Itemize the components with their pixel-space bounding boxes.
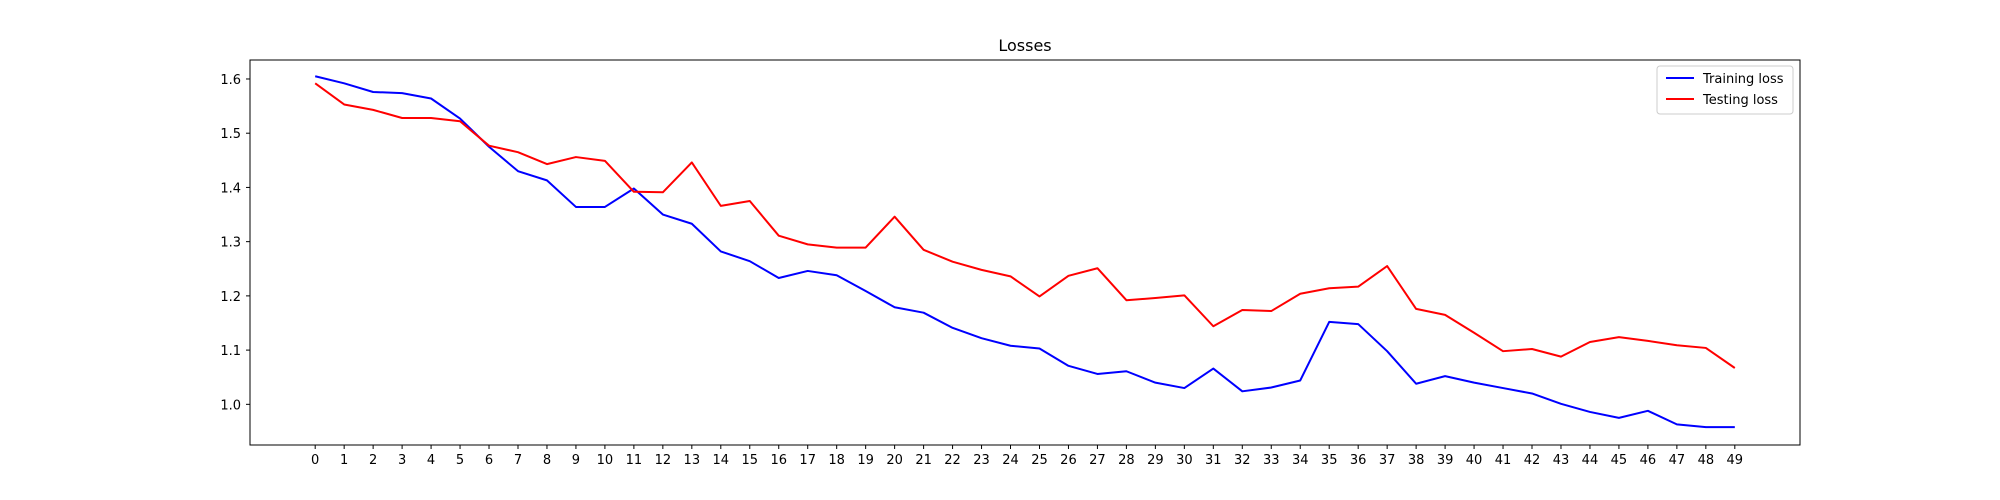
x-tick-label: 3 <box>398 453 406 468</box>
x-tick-label: 37 <box>1379 453 1396 468</box>
x-tick-label: 16 <box>770 453 787 468</box>
x-tick-label: 25 <box>1031 453 1048 468</box>
x-tick-label: 39 <box>1437 453 1454 468</box>
y-tick-label: 1.4 <box>220 181 241 196</box>
x-tick-label: 4 <box>427 453 435 468</box>
x-tick-label: 6 <box>485 453 493 468</box>
x-tick-label: 11 <box>626 453 643 468</box>
x-tick-label: 17 <box>799 453 816 468</box>
x-tick-label: 36 <box>1350 453 1367 468</box>
x-tick-label: 18 <box>828 453 845 468</box>
x-tick-label: 35 <box>1321 453 1338 468</box>
y-tick-label: 1.2 <box>220 290 241 305</box>
chart-title: Losses <box>998 36 1051 55</box>
x-tick-label: 23 <box>973 453 990 468</box>
y-tick-label: 1.1 <box>220 344 241 359</box>
series-layer <box>314 75 1736 429</box>
x-tick-label: 13 <box>684 453 701 468</box>
x-tick-label: 44 <box>1582 453 1599 468</box>
x-tick-label: 34 <box>1292 453 1309 468</box>
x-tick-label: 20 <box>886 453 903 468</box>
legend: Training loss Testing loss <box>1656 65 1794 115</box>
x-tick-label: 8 <box>543 453 551 468</box>
series-line-testing-loss <box>314 82 1736 369</box>
x-tick-label: 9 <box>572 453 580 468</box>
x-tick-label: 29 <box>1147 453 1164 468</box>
x-tick-label: 15 <box>741 453 758 468</box>
x-tick-label: 19 <box>857 453 874 468</box>
y-tick-label: 1.6 <box>220 73 241 88</box>
x-axis: 0 1 2 3 4 5 6 7 8 9 10 11 12 13 14 15 16 17 18 19 20 21 22 23 24… <box>311 445 1743 468</box>
x-tick-label: 41 <box>1495 453 1512 468</box>
x-tick-label: 1 <box>340 453 348 468</box>
x-tick-label: 38 <box>1408 453 1425 468</box>
x-tick-label: 7 <box>514 453 522 468</box>
legend-label-training-loss: Training loss <box>1702 72 1784 87</box>
x-tick-label: 46 <box>1640 453 1657 468</box>
x-tick-label: 21 <box>915 453 932 468</box>
x-tick-label: 49 <box>1727 453 1744 468</box>
x-tick-label: 31 <box>1205 453 1222 468</box>
x-tick-label: 43 <box>1553 453 1570 468</box>
legend-label-testing-loss: Testing loss <box>1702 93 1778 108</box>
y-tick-label: 1.3 <box>220 236 241 251</box>
series-line-training-loss <box>314 75 1735 429</box>
x-tick-label: 48 <box>1698 453 1715 468</box>
x-tick-label: 28 <box>1118 453 1135 468</box>
plot-area <box>249 59 1801 446</box>
x-tick-label: 10 <box>597 453 614 468</box>
x-tick-label: 40 <box>1466 453 1483 468</box>
x-tick-label: 27 <box>1089 453 1106 468</box>
x-tick-label: 45 <box>1611 453 1628 468</box>
x-tick-label: 12 <box>655 453 672 468</box>
x-tick-label: 42 <box>1524 453 1541 468</box>
x-tick-label: 47 <box>1669 453 1686 468</box>
x-tick-label: 5 <box>456 453 464 468</box>
x-tick-label: 14 <box>713 453 730 468</box>
x-tick-label: 24 <box>1002 453 1019 468</box>
y-tick-label: 1.5 <box>220 127 241 142</box>
x-tick-label: 33 <box>1263 453 1280 468</box>
y-tick-label: 1.0 <box>220 398 241 413</box>
x-tick-label: 30 <box>1176 453 1193 468</box>
x-tick-label: 32 <box>1234 453 1251 468</box>
x-tick-label: 0 <box>311 453 319 468</box>
x-tick-label: 2 <box>369 453 377 468</box>
x-tick-label: 26 <box>1060 453 1077 468</box>
y-axis: 1.0 1.1 1.2 1.3 1.4 1.5 1.6 <box>220 73 250 413</box>
x-tick-label: 22 <box>944 453 961 468</box>
